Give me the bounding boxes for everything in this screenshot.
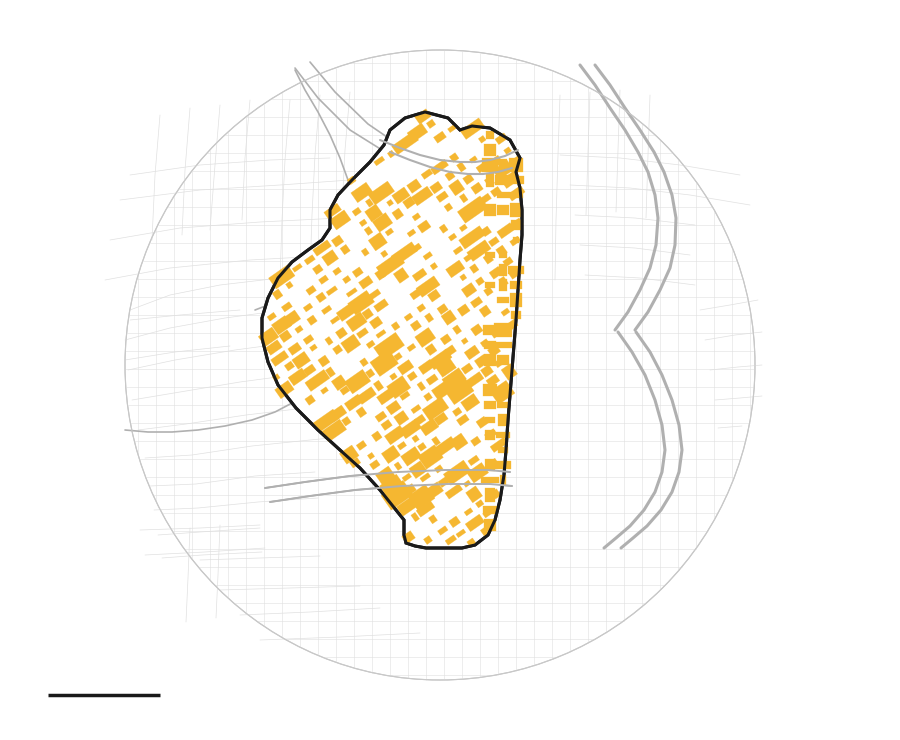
- Polygon shape: [262, 112, 522, 548]
- Circle shape: [125, 50, 755, 680]
